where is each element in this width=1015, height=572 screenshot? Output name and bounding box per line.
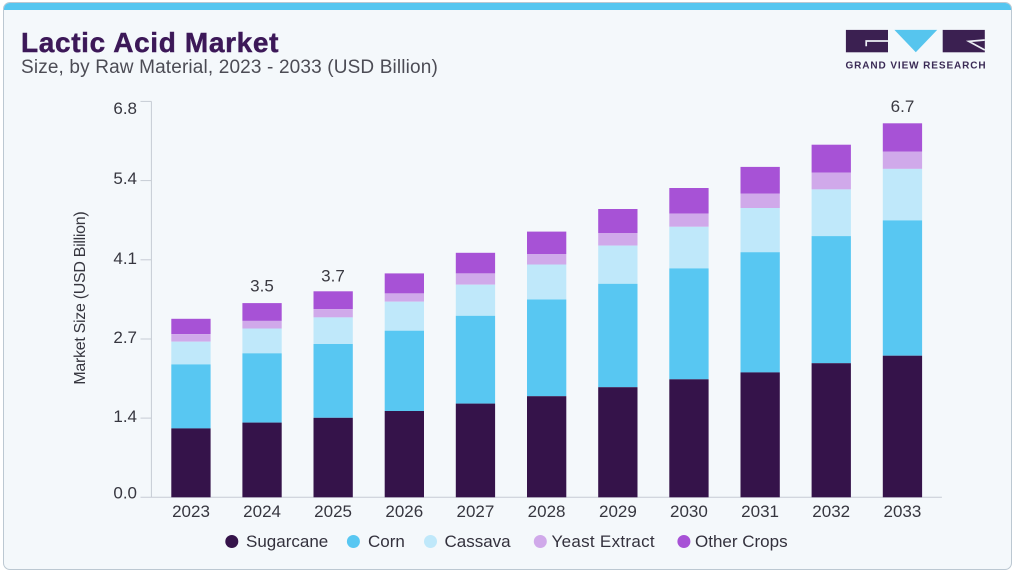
svg-text:2033: 2033 xyxy=(883,502,921,521)
svg-text:4.1: 4.1 xyxy=(113,249,137,268)
svg-text:6.8: 6.8 xyxy=(113,99,137,118)
svg-text:2031: 2031 xyxy=(741,502,779,521)
svg-text:3.5: 3.5 xyxy=(250,277,274,296)
svg-text:2025: 2025 xyxy=(314,502,352,521)
svg-text:Sugarcane: Sugarcane xyxy=(246,532,328,551)
svg-text:1.4: 1.4 xyxy=(113,407,137,426)
svg-text:Cassava: Cassava xyxy=(445,532,512,551)
svg-text:2028: 2028 xyxy=(528,502,566,521)
svg-text:2032: 2032 xyxy=(812,502,850,521)
svg-text:2026: 2026 xyxy=(385,502,423,521)
svg-text:2024: 2024 xyxy=(243,502,281,521)
svg-text:0.0: 0.0 xyxy=(113,483,137,502)
svg-text:2029: 2029 xyxy=(599,502,637,521)
svg-text:GRAND VIEW RESEARCH: GRAND VIEW RESEARCH xyxy=(846,61,987,72)
svg-text:Corn: Corn xyxy=(368,532,405,551)
svg-text:2030: 2030 xyxy=(670,502,708,521)
svg-text:5.4: 5.4 xyxy=(113,169,137,188)
svg-text:Other Crops: Other Crops xyxy=(695,532,788,551)
svg-text:2.7: 2.7 xyxy=(113,328,137,347)
svg-text:2023: 2023 xyxy=(172,502,210,521)
svg-text:2027: 2027 xyxy=(456,502,494,521)
svg-text:Market Size (USD Billion): Market Size (USD Billion) xyxy=(72,212,89,385)
svg-text:6.7: 6.7 xyxy=(891,97,915,116)
svg-text:3.7: 3.7 xyxy=(321,267,345,286)
svg-text:Yeast Extract: Yeast Extract xyxy=(552,532,655,551)
